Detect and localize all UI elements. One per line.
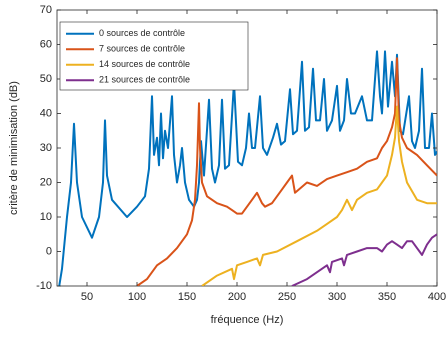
y-tick-label: 20 (40, 176, 52, 188)
legend-label: 7 sources de contrôle (99, 44, 185, 54)
x-axis-label: fréquence (Hz) (211, 314, 284, 326)
x-tick-label: 150 (178, 291, 196, 303)
series-line (291, 233, 437, 286)
x-tick-label: 200 (228, 291, 246, 303)
y-tick-label: 70 (40, 4, 52, 16)
legend-label: 21 sources de contrôle (99, 75, 190, 85)
y-tick-label: 60 (40, 38, 52, 50)
lines (58, 50, 437, 286)
series-line (201, 105, 437, 286)
x-tick-label: 350 (378, 291, 396, 303)
series-line (58, 50, 437, 286)
x-tick-label: 100 (128, 291, 146, 303)
x-tick-label: 50 (81, 291, 93, 303)
series-line (136, 57, 437, 286)
y-tick-label: 30 (40, 142, 52, 154)
y-tick-label: 40 (40, 107, 52, 119)
y-axis-label: critère de minimisation (dB) (8, 81, 20, 215)
y-tick-label: 10 (40, 211, 52, 223)
x-tick-label: 300 (328, 291, 346, 303)
y-tick-label: 50 (40, 73, 52, 85)
legend-label: 0 sources de contrôle (99, 28, 185, 38)
y-tick-label: -10 (36, 280, 52, 292)
y-tick-label: 0 (46, 245, 52, 257)
x-tick-label: 250 (278, 291, 296, 303)
legend-label: 14 sources de contrôle (99, 59, 190, 69)
x-tick-label: 400 (428, 291, 446, 303)
